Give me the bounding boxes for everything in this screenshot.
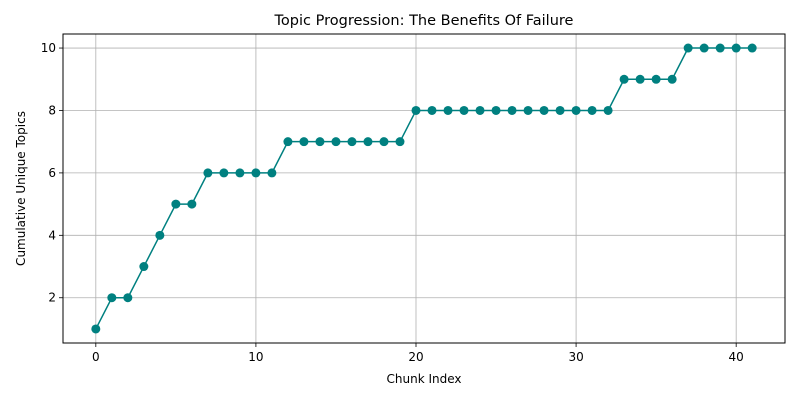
data-point bbox=[123, 293, 133, 303]
data-point bbox=[571, 105, 581, 115]
x-tick-label: 10 bbox=[248, 350, 263, 364]
data-point bbox=[363, 137, 373, 147]
chart-title: Topic Progression: The Benefits Of Failu… bbox=[274, 13, 574, 29]
data-point bbox=[731, 43, 741, 53]
data-point bbox=[443, 105, 453, 115]
data-point bbox=[539, 105, 549, 115]
data-point bbox=[299, 137, 309, 147]
data-point bbox=[587, 105, 597, 115]
data-point bbox=[219, 168, 229, 178]
x-axis-label: Chunk Index bbox=[387, 372, 462, 386]
data-point bbox=[651, 74, 661, 84]
data-series bbox=[91, 43, 757, 334]
data-point bbox=[491, 105, 501, 115]
y-tick-label: 6 bbox=[48, 166, 56, 180]
data-point bbox=[603, 105, 613, 115]
y-tick-label: 10 bbox=[41, 41, 56, 55]
data-point bbox=[91, 324, 101, 334]
axis-ticks: 0 10 20 30 40 2 4 6 8 10 bbox=[41, 41, 744, 364]
data-point bbox=[315, 137, 325, 147]
data-point bbox=[747, 43, 757, 53]
x-tick-label: 0 bbox=[92, 350, 100, 364]
data-point bbox=[507, 105, 517, 115]
data-point bbox=[155, 230, 165, 240]
data-point bbox=[667, 74, 677, 84]
data-point bbox=[683, 43, 693, 53]
y-tick-label: 2 bbox=[48, 291, 56, 305]
data-point bbox=[619, 74, 629, 84]
data-point bbox=[475, 105, 485, 115]
y-axis-label: Cumulative Unique Topics bbox=[14, 111, 28, 266]
x-tick-label: 20 bbox=[408, 350, 423, 364]
data-point bbox=[459, 105, 469, 115]
data-point bbox=[139, 262, 149, 272]
x-tick-label: 30 bbox=[568, 350, 583, 364]
data-point bbox=[347, 137, 357, 147]
data-point bbox=[379, 137, 389, 147]
data-point bbox=[283, 137, 293, 147]
data-point bbox=[107, 293, 117, 303]
y-tick-label: 4 bbox=[48, 228, 56, 242]
data-point bbox=[555, 105, 565, 115]
data-point bbox=[427, 105, 437, 115]
data-point bbox=[715, 43, 725, 53]
data-point bbox=[235, 168, 245, 178]
data-point bbox=[523, 105, 533, 115]
data-point bbox=[411, 105, 421, 115]
y-tick-label: 8 bbox=[48, 103, 56, 117]
data-point bbox=[203, 168, 213, 178]
data-point bbox=[187, 199, 197, 209]
data-point bbox=[395, 137, 405, 147]
data-point bbox=[699, 43, 709, 53]
data-point bbox=[331, 137, 341, 147]
plot-frame bbox=[62, 33, 786, 344]
x-tick-label: 40 bbox=[729, 350, 744, 364]
data-point bbox=[635, 74, 645, 84]
data-point bbox=[251, 168, 261, 178]
data-point bbox=[267, 168, 277, 178]
data-point bbox=[171, 199, 181, 209]
